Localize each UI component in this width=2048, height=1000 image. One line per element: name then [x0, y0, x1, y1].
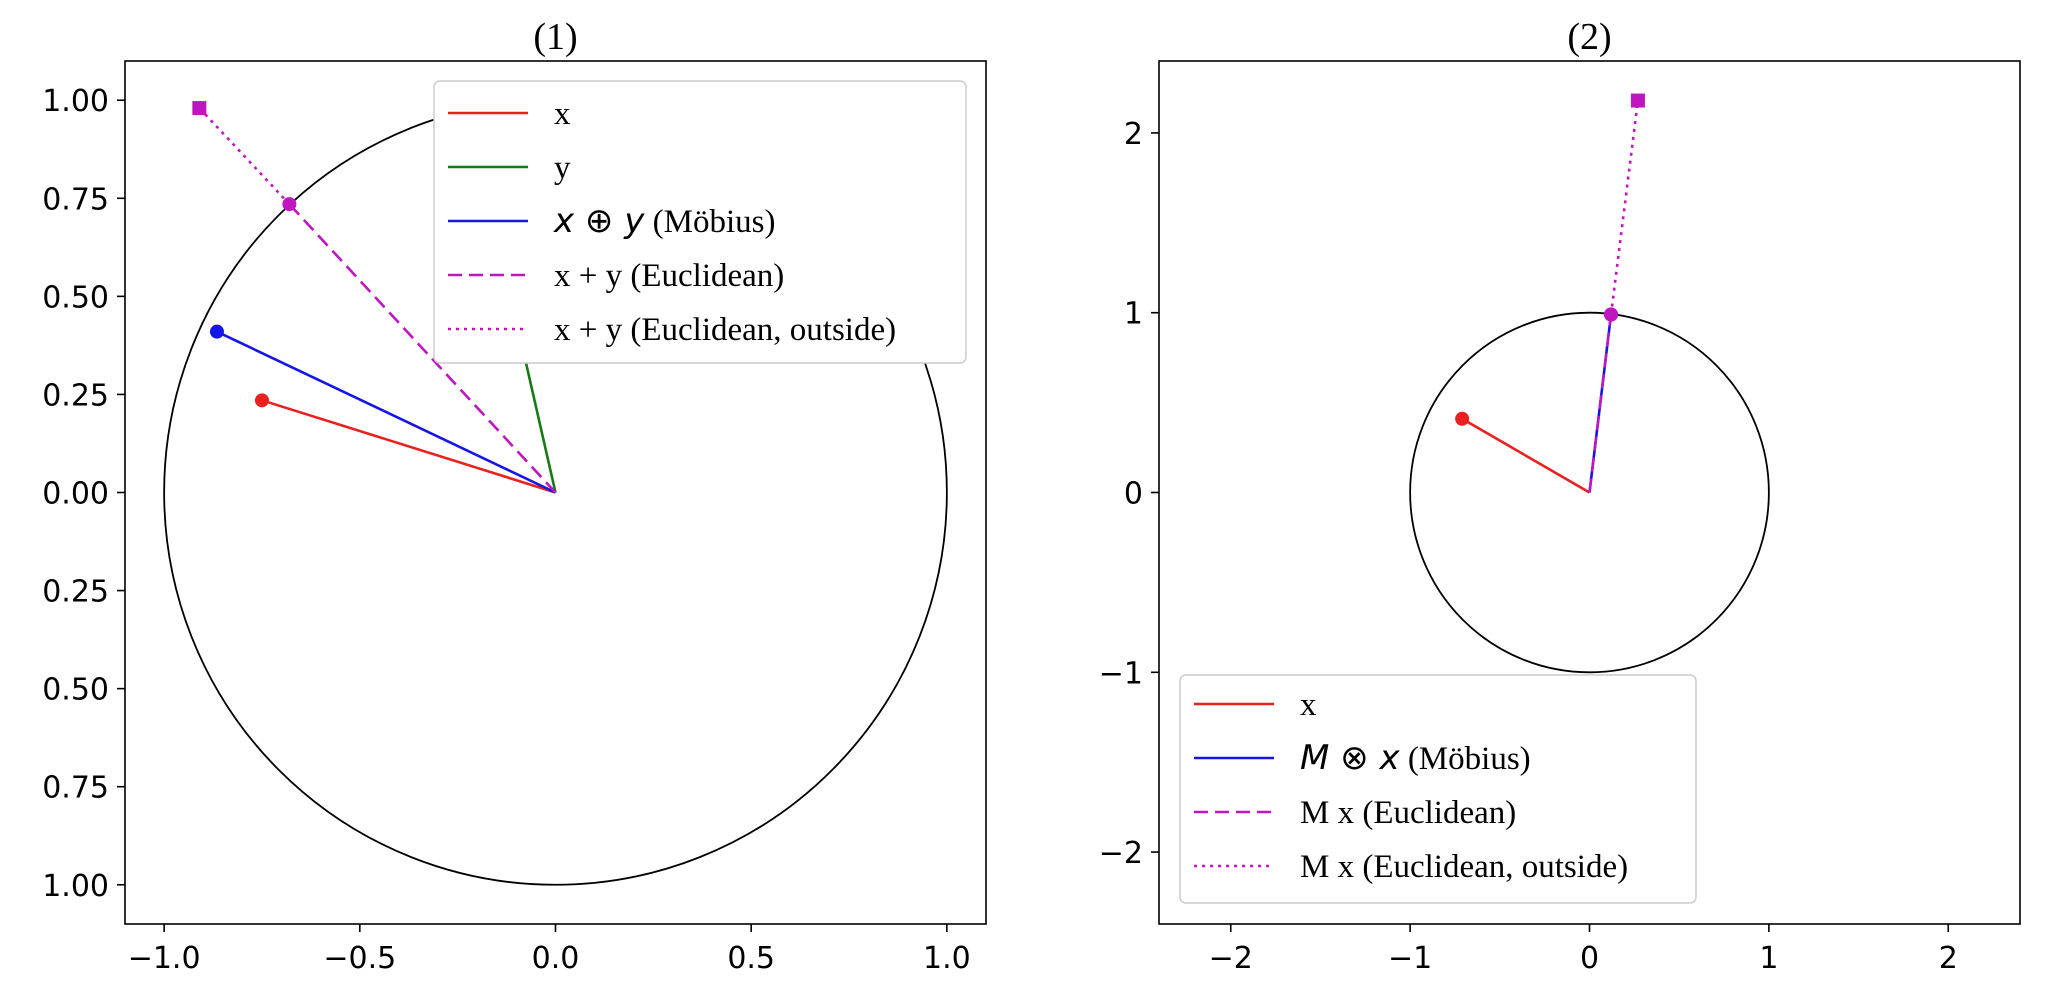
y-tick-label: 0.75	[42, 771, 109, 806]
legend-frame	[433, 80, 967, 364]
y-tick-label: 0.50	[42, 673, 109, 708]
x-tick-label: −0.5	[323, 941, 396, 976]
x-tick-label: −1	[1388, 941, 1432, 976]
series-line-3	[216, 330, 557, 494]
panel-title: (1)	[533, 16, 577, 58]
legend-label: x	[554, 96, 571, 132]
x-tick-label: 2	[1939, 941, 1958, 976]
x-tick-label: 0	[1580, 941, 1599, 976]
legend-label: y	[554, 150, 571, 186]
panel-2: (2) −2 −1 0 1 2 2 1 0 −1 −2 x M ⊗ x (Möbius) M x (Euc…	[1099, 16, 2021, 976]
y-tick-label: −2	[1099, 836, 1143, 871]
y-tick-label: 2	[1124, 117, 1143, 152]
x-tick-label: 0.0	[532, 941, 580, 976]
x-tick-label: −2	[1209, 941, 1253, 976]
series-endpoint-dot	[254, 393, 269, 408]
y-tick-label: 1.00	[42, 869, 109, 904]
legend-label: x + y (Euclidean)	[554, 258, 784, 294]
legend: x M ⊗ x (Möbius) M x (Euclidean) M x (Eucli…	[1179, 674, 1697, 904]
series-line-1	[1461, 417, 1591, 494]
y-tick-label: −1	[1099, 656, 1143, 691]
series-line-4	[1609, 100, 1640, 315]
series-endpoint-dot	[1455, 411, 1470, 426]
series-line-4	[288, 203, 557, 494]
y-tick-label: 0.25	[42, 378, 109, 413]
panel-title: (2)	[1567, 16, 1611, 58]
legend: xy x ⊕ y (Möbius) x + y (Euclidean) x + y (…	[433, 80, 967, 364]
legend-label: M x (Euclidean, outside)	[1300, 849, 1628, 885]
legend-label: x ⊕ y (Möbius)	[553, 201, 775, 241]
series-endpoint-dot	[209, 324, 224, 339]
y-tick-label: 0.00	[42, 477, 109, 512]
legend-frame	[1179, 674, 1697, 904]
y-tick-label: 1	[1124, 297, 1143, 332]
x-tick-label: 1.0	[923, 941, 971, 976]
x-tick-label: −1.0	[128, 941, 201, 976]
legend-label-text: (Möbius)	[1400, 741, 1531, 777]
legend-label: x	[1300, 687, 1317, 723]
y-tick-label: 0.75	[42, 182, 109, 217]
legend-label-math: x ⊕ y	[553, 201, 645, 241]
series-endpoint-square	[192, 101, 207, 116]
series-line-5	[198, 107, 291, 206]
unit-circle	[1409, 311, 1770, 674]
legend-label: x + y (Euclidean, outside)	[554, 312, 896, 348]
y-tick-label: 0.25	[42, 575, 109, 610]
series-endpoint-square	[1630, 93, 1645, 108]
series-line-1	[261, 399, 556, 494]
panel-1: (1) −1.0 −0.5 0.0 0.5 1.0 1.00 0.75 0.50 0.25 0.00…	[42, 16, 987, 976]
x-tick-label: 0.5	[727, 941, 775, 976]
legend-label: M x (Euclidean)	[1300, 795, 1516, 831]
legend-label-math: M ⊗ x	[1300, 738, 1400, 778]
legend-label: M ⊗ x (Möbius)	[1300, 738, 1531, 778]
y-tick-label: 1.00	[42, 84, 109, 119]
x-tick-label: 1	[1759, 941, 1778, 976]
legend-label-text: (Möbius)	[644, 204, 775, 240]
y-tick-label: 0	[1124, 477, 1143, 512]
series-line-3	[1588, 314, 1613, 493]
y-tick-label: 0.50	[42, 280, 109, 315]
